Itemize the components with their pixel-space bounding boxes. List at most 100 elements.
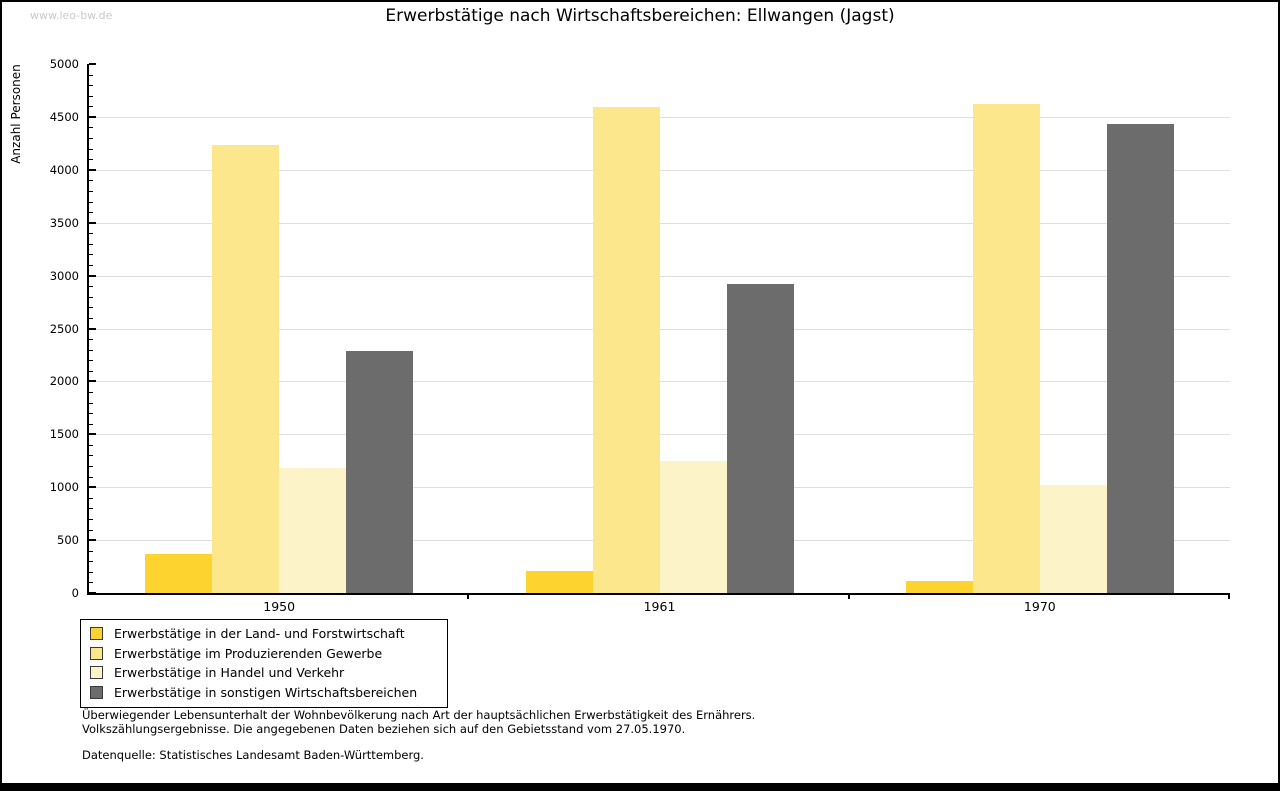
chart-title: Erwerbstätige nach Wirtschaftsbereichen:… (385, 6, 895, 26)
gridline-3000 (89, 275, 1230, 277)
bar-group-1961 (525, 64, 794, 593)
y-minor-tick-4300 (89, 138, 93, 140)
gridline-4500 (89, 116, 1230, 118)
bar-1961-Erwerbstätige in Handel und Verkehr (659, 461, 727, 593)
y-minor-tick-3100 (89, 265, 93, 267)
y-tick-label-2000: 2000 (49, 374, 79, 389)
y-tick-label-4500: 4500 (49, 109, 79, 124)
y-minor-tick-2400 (89, 339, 93, 341)
data-source: Datenquelle: Statistisches Landesamt Bad… (82, 748, 424, 762)
bar-1950-Erwerbstätige in sonstigen Wirtschaftsbereichen (346, 350, 414, 593)
y-minor-tick-2100 (89, 370, 93, 372)
bar-1961-Erwerbstätige im Produzierenden Gewerbe (592, 106, 660, 593)
y-tick-label-0: 0 (71, 586, 79, 600)
y-tick-label-500: 500 (57, 533, 79, 548)
gridline-4000 (89, 169, 1230, 171)
y-minor-tick-4100 (89, 159, 93, 161)
bar-1950-Erwerbstätige im Produzierenden Gewerbe (212, 145, 280, 593)
y-axis-label: Anzahl Personen (9, 64, 23, 164)
y-minor-tick-1900 (89, 391, 93, 393)
y-minor-tick-4700 (89, 95, 93, 97)
y-minor-tick-2600 (89, 317, 93, 319)
x-category-label-1970: 1970 (1023, 599, 1056, 614)
bar-1970-Erwerbstätige in sonstigen Wirtschaftsbereichen (1106, 124, 1174, 593)
y-minor-tick-3800 (89, 190, 93, 192)
y-minor-tick-1200 (89, 466, 93, 468)
legend-swatch-2 (90, 666, 103, 680)
bar-1961-Erwerbstätige in der Land- und Forstwirtschaft (525, 571, 593, 593)
y-minor-tick-4600 (89, 106, 93, 108)
legend-item-1: Erwerbstätige im Produzierenden Gewerbe (90, 644, 439, 664)
y-minor-tick-3700 (89, 201, 93, 203)
gridline-2500 (89, 328, 1230, 330)
y-tick-2000 (89, 380, 96, 383)
gridline-3500 (89, 222, 1230, 224)
y-minor-tick-800 (89, 508, 93, 510)
plot-area: 0 500 1000 1500 2000 2500 3000 3500 4000 4500 5000… (50, 57, 1230, 614)
bar-group-1970 (905, 64, 1174, 593)
x-category-label-1950: 1950 (263, 599, 296, 614)
bar-1961-Erwerbstätige in sonstigen Wirtschaftsbereichen (726, 283, 794, 593)
legend: Erwerbstätige in der Land- und Forstwirt… (80, 619, 448, 708)
y-tick-4000 (89, 168, 96, 171)
y-minor-tick-3900 (89, 180, 93, 182)
bar-group-1950 (145, 64, 414, 593)
y-tick-label-4000: 4000 (49, 162, 79, 177)
legend-item-3: Erwerbstätige in sonstigen Wirtschaftsbe… (90, 683, 439, 703)
y-minor-tick-3600 (89, 212, 93, 214)
y-minor-tick-1300 (89, 455, 93, 457)
bar-1950-Erwerbstätige in der Land- und Forstwirtschaft (145, 554, 213, 593)
y-minor-tick-3300 (89, 243, 93, 245)
y-tick-0 (89, 592, 96, 594)
y-tick-5000 (89, 63, 96, 65)
legend-label-3: Erwerbstätige in sonstigen Wirtschaftsbe… (114, 684, 418, 700)
gridline-1500 (89, 434, 1230, 436)
x-boundary-tick-2 (847, 593, 850, 599)
legend-label-2: Erwerbstätige in Handel und Verkehr (114, 665, 345, 681)
y-tick-1000 (89, 486, 96, 489)
y-minor-tick-4400 (89, 127, 93, 129)
y-tick-500 (89, 539, 96, 542)
y-minor-tick-2900 (89, 286, 93, 288)
y-tick-label-5000: 5000 (49, 57, 79, 71)
y-tick-1500 (89, 433, 96, 436)
footnote: Überwiegender Lebensunterhalt der Wohnbe… (82, 708, 755, 736)
y-minor-tick-3200 (89, 254, 93, 256)
y-tick-3500 (89, 221, 96, 224)
y-minor-tick-2700 (89, 307, 93, 309)
y-minor-tick-1100 (89, 476, 93, 478)
y-minor-tick-2300 (89, 349, 93, 351)
y-minor-tick-1700 (89, 413, 93, 415)
bar-1970-Erwerbstätige im Produzierenden Gewerbe (972, 103, 1040, 593)
x-category-label-1961: 1961 (643, 599, 676, 614)
y-tick-label-2500: 2500 (49, 321, 79, 336)
y-minor-tick-400 (89, 550, 93, 552)
y-tick-label-1000: 1000 (49, 480, 79, 495)
y-minor-tick-4200 (89, 148, 93, 150)
x-boundary-tick-1 (467, 593, 470, 599)
y-minor-tick-200 (89, 571, 93, 573)
y-tick-label-3500: 3500 (49, 215, 79, 230)
legend-swatch-1 (90, 646, 103, 660)
gridline-2000 (89, 381, 1230, 383)
y-tick-label-3000: 3000 (49, 268, 79, 283)
legend-item-0: Erwerbstätige in der Land- und Forstwirt… (90, 624, 439, 644)
legend-swatch-0 (90, 627, 103, 641)
bar-1950-Erwerbstätige in Handel und Verkehr (279, 467, 347, 593)
y-minor-tick-900 (89, 497, 93, 499)
watermark: www.leo-bw.de (30, 9, 113, 22)
bar-1970-Erwerbstätige in Handel und Verkehr (1039, 484, 1107, 593)
bar-1970-Erwerbstätige in der Land- und Forstwirtschaft (905, 581, 973, 593)
y-minor-tick-1400 (89, 444, 93, 446)
y-minor-tick-1800 (89, 402, 93, 404)
y-minor-tick-4900 (89, 74, 93, 76)
y-minor-tick-100 (89, 582, 93, 584)
y-tick-4500 (89, 115, 96, 118)
legend-swatch-3 (90, 685, 103, 699)
legend-label-1: Erwerbstätige im Produzierenden Gewerbe (114, 645, 383, 661)
y-tick-3000 (89, 274, 96, 277)
legend-item-2: Erwerbstätige in Handel und Verkehr (90, 663, 439, 683)
footnote-line-2: Volkszählungsergebnisse. Die angegebenen… (82, 721, 686, 736)
legend-label-0: Erwerbstätige in der Land- und Forstwirt… (114, 626, 405, 642)
